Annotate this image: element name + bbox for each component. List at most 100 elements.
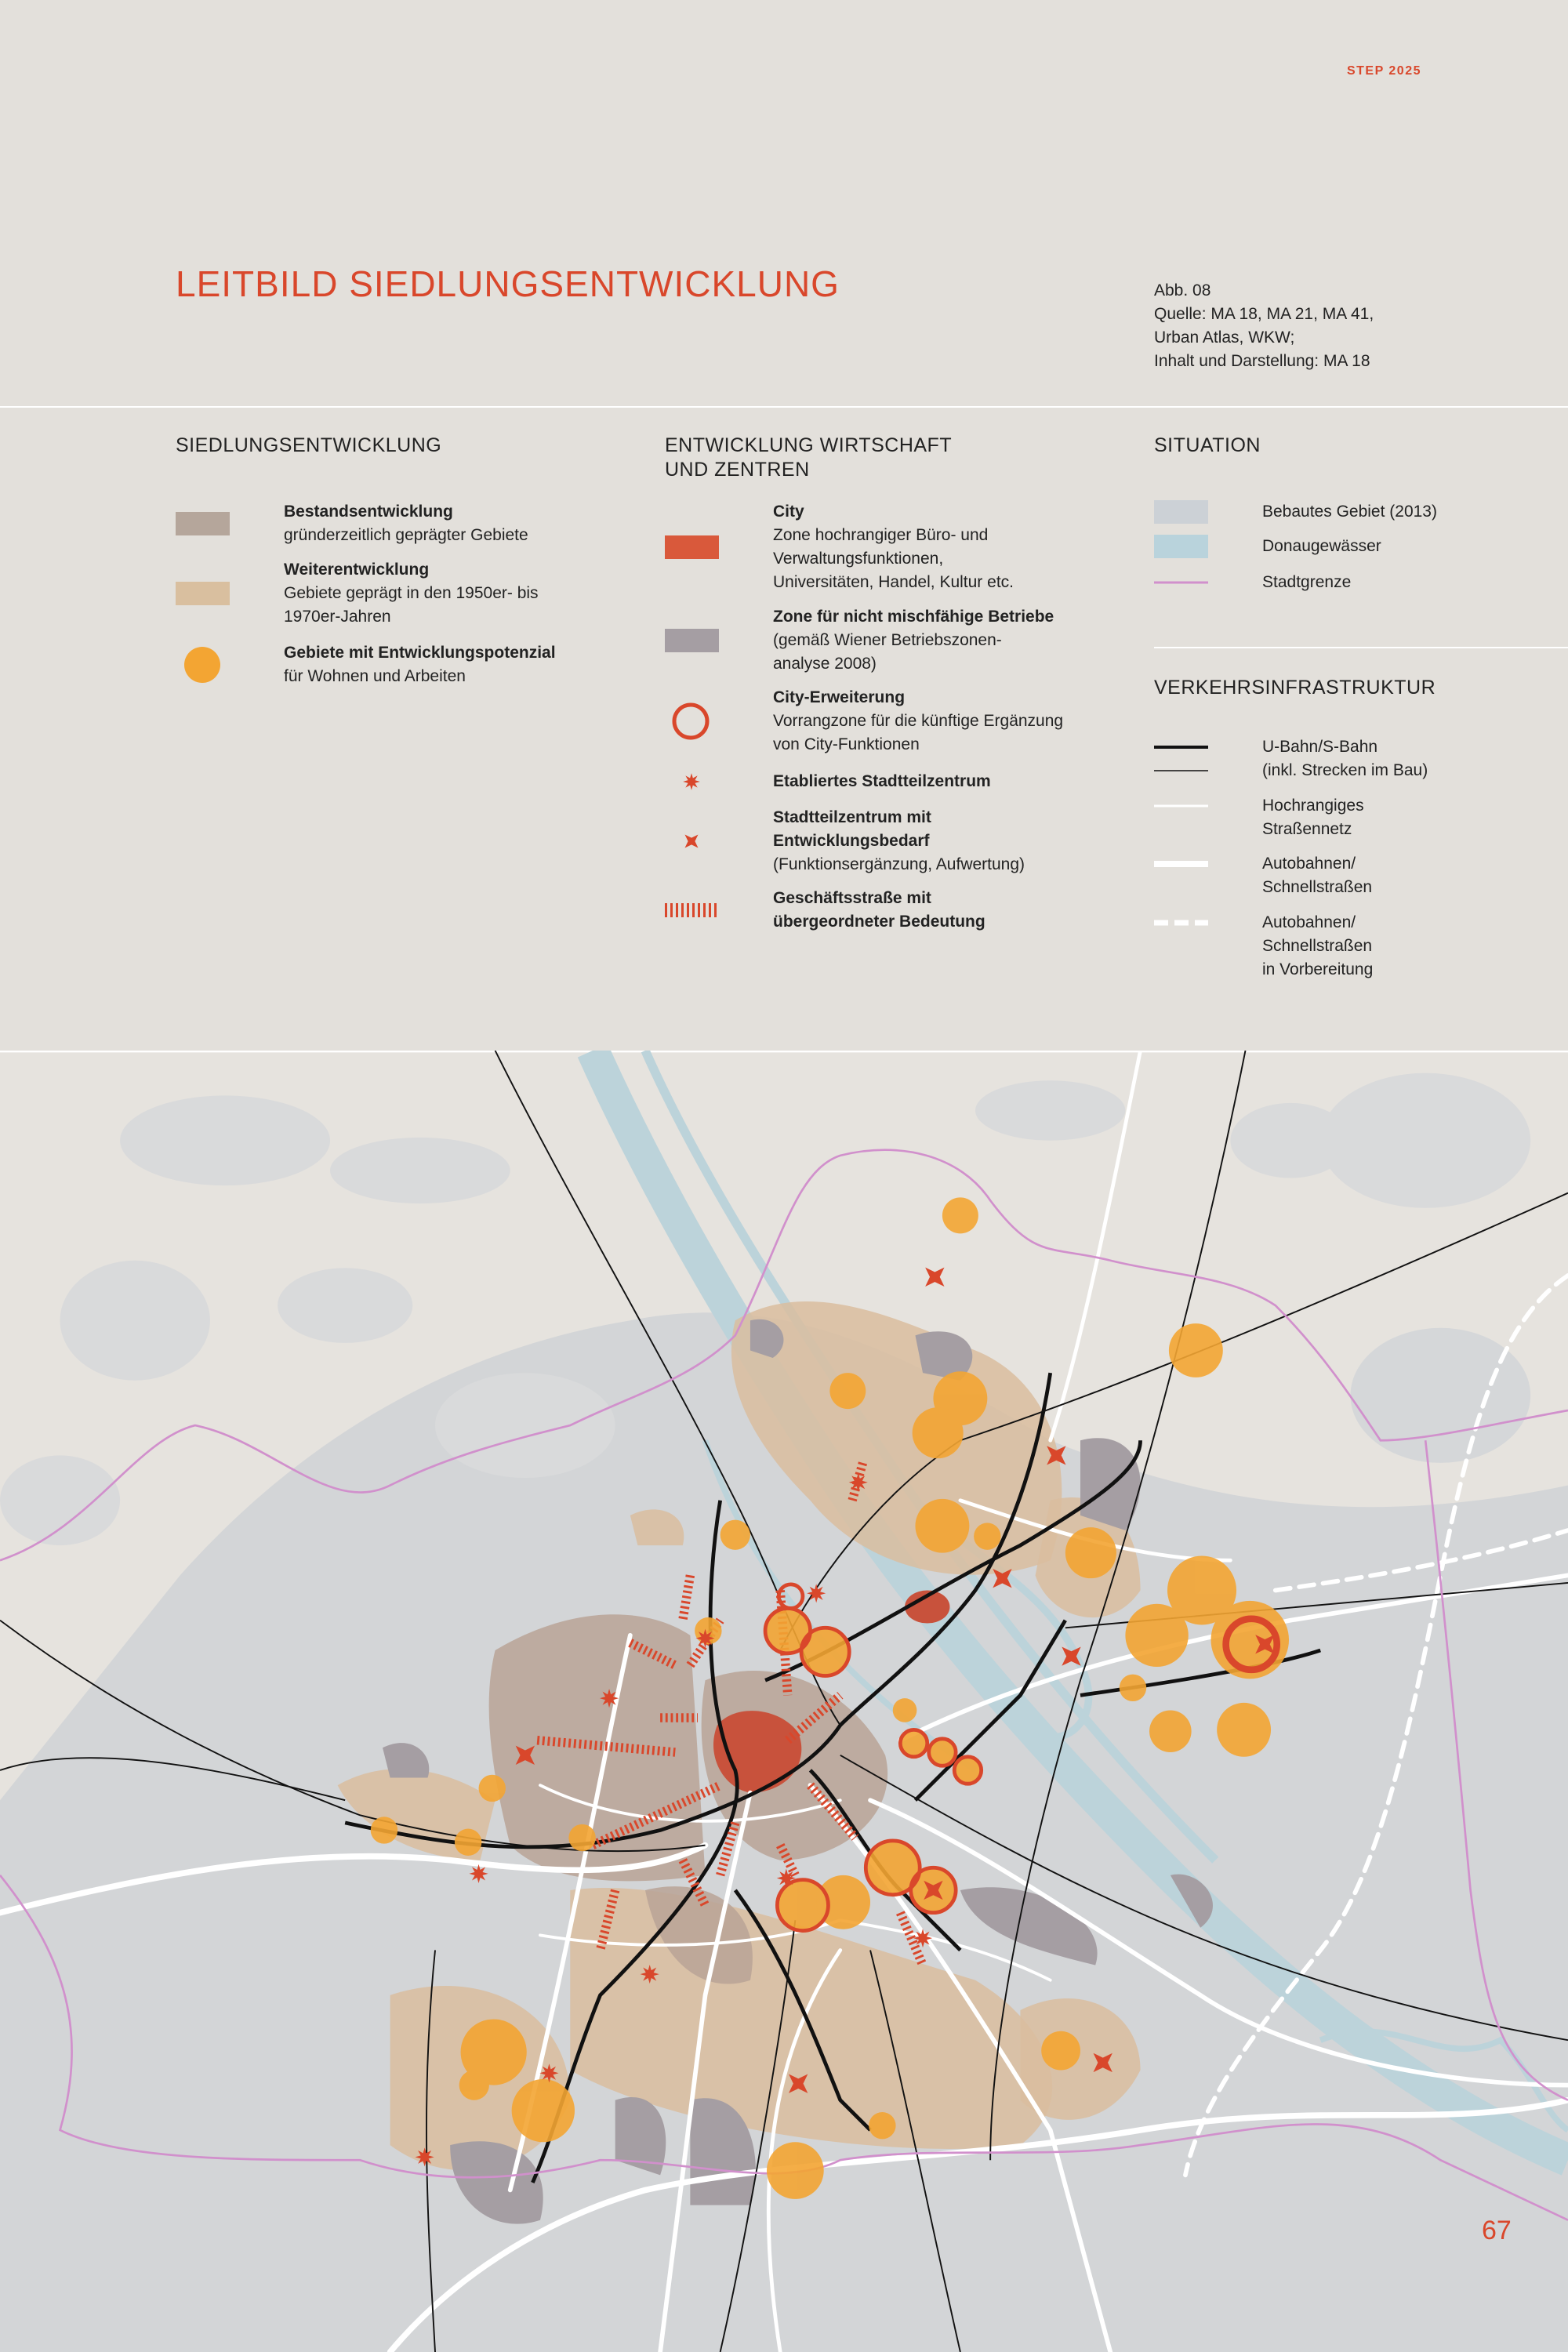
legend-item-text: Stadtgrenze: [1262, 573, 1352, 591]
potential-area-shape: [765, 1608, 811, 1653]
legend-item-text: gründerzeitlich geprägter Gebiete: [284, 526, 528, 544]
legend-item-title: Zone für nicht mischfähige Betriebe: [773, 608, 1054, 626]
legend-item-text: Straßennetz: [1262, 820, 1352, 838]
city-zone-shape: [905, 1590, 950, 1624]
map-base-shape: [1230, 1102, 1351, 1178]
potential-area-shape: [511, 2078, 575, 2143]
district-centre-shape: [640, 1965, 659, 1984]
legend-symbol: [1154, 500, 1208, 524]
potential-area-shape: [1119, 1674, 1147, 1701]
rail-line-shape: [869, 1950, 961, 2352]
district-centre-shape: [848, 1472, 868, 1492]
district-centre-shape: [469, 1864, 488, 1883]
legend-symbol: [665, 535, 719, 559]
shopping-street-shape: [716, 1821, 740, 1877]
rail-line-shape: [839, 1372, 1053, 1727]
potential-area-shape: [720, 1519, 750, 1550]
legend-item-text: Hochrangiges: [1262, 797, 1364, 815]
potential-area-shape: [942, 1197, 978, 1234]
existing-area-shape: [488, 1614, 706, 1882]
shopping-street-shape: [590, 1780, 723, 1849]
legend-heading: SIEDLUNGSENTWICKLUNG: [176, 434, 442, 456]
industrial-area-shape: [383, 1743, 430, 1778]
road-shape: [868, 1798, 1568, 2088]
legend-item-text: Vorrangzone für die künftige Ergänzung: [773, 712, 1064, 730]
legend-item-title: Weiterentwicklung: [284, 561, 430, 579]
legend-item-text: Schnellstraßen: [1262, 937, 1373, 955]
potential-area-shape: [1168, 1323, 1223, 1377]
city-border-shape: [0, 1149, 1568, 1562]
map-base-shape: [60, 1260, 210, 1381]
district-centre-shape: [599, 1689, 619, 1708]
legend-symbol: [176, 512, 230, 535]
divider: [0, 406, 1568, 408]
page-number: 67: [1482, 2216, 1512, 2245]
shopping-street-shape: [536, 1736, 676, 1757]
legend-item-text: Bebautes Gebiet (2013): [1262, 503, 1437, 521]
industrial-area-shape: [750, 1319, 784, 1359]
potential-area-shape: [928, 1738, 956, 1766]
source-line: Urban Atlas, WKW;: [1154, 328, 1295, 347]
map: [0, 1051, 1568, 2352]
potential-area-shape: [801, 1628, 850, 1676]
shopping-street-shape: [848, 1461, 868, 1502]
map-base-shape: [1350, 1327, 1531, 1463]
district-centre-shape: [415, 2147, 434, 2167]
legend-symbol: [678, 828, 705, 855]
legend-symbols: [176, 500, 1208, 926]
potential-area-shape: [1041, 2031, 1080, 2071]
legend-item-text: Verwaltungsfunktionen,: [773, 550, 944, 568]
legend-item-text: U-Bahn/S-Bahn: [1262, 738, 1378, 756]
source-line: Quelle: MA 18, MA 21, MA 41,: [1154, 305, 1374, 323]
legend-item-title: Etabliertes Stadtteilzentrum: [773, 772, 991, 790]
legend-item-text: (Funktionsergänzung, Aufwertung): [773, 855, 1025, 873]
rail-line-shape: [779, 1192, 1568, 1651]
potential-area-shape: [829, 1373, 866, 1410]
road-shape: [1272, 1528, 1568, 1593]
river-shape: [577, 1051, 1568, 2176]
shopping-street-shape: [678, 1574, 695, 1621]
legend-item-title: Gebiete mit Entwicklungspotenzial: [284, 644, 556, 662]
legend-heading: VERKEHRSINFRASTRUKTUR: [1154, 677, 1436, 699]
potential-area-shape: [777, 1879, 829, 1931]
potential-area-shape: [974, 1523, 1001, 1550]
legend-item-title: Bestandsentwicklung: [284, 503, 453, 521]
legend-item-title: übergeordneter Bedeutung: [773, 913, 985, 931]
potential-area-shape: [915, 1498, 970, 1553]
legend-item-text: Schnellstraßen: [1262, 878, 1373, 896]
road-shape: [658, 1790, 753, 2352]
potential-area-shape: [1217, 1702, 1272, 1757]
industrial-area-shape: [1170, 1874, 1213, 1928]
source-line: Inhalt und Darstellung: MA 18: [1154, 352, 1370, 370]
map-base-shape: [1320, 1073, 1531, 1208]
potential-area-shape: [1167, 1555, 1237, 1625]
city-extension-shape: [1222, 1615, 1281, 1674]
potential-area-shape: [954, 1756, 982, 1784]
potential-area-shape: [1065, 1527, 1116, 1579]
potential-area-shape: [454, 1828, 482, 1856]
page-title: LEITBILD SIEDLUNGSENTWICKLUNG: [176, 263, 840, 304]
potential-area-shape: [816, 1875, 871, 1929]
map-base-shape: [0, 1455, 121, 1546]
development-area-shape: [1020, 1998, 1141, 2120]
city-extension-shape: [927, 1737, 958, 1768]
legend-item-text: (gemäß Wiener Betriebszonen-: [773, 631, 1002, 649]
legend-item-text: für Wohnen und Arbeiten: [284, 667, 466, 685]
legend-item-title: Stadtteilzentrum mit: [773, 808, 931, 826]
legend-heading: UND ZENTREN: [665, 459, 810, 481]
source-line: Abb. 08: [1154, 281, 1211, 299]
industrial-area-shape: [615, 2096, 666, 2176]
legend-item-text: Autobahnen/: [1262, 855, 1356, 873]
legend-item-text: von City-Funktionen: [773, 735, 920, 753]
city-border-shape: [1424, 1440, 1568, 2101]
road: [0, 1051, 1568, 2352]
rail-line-shape: [719, 1920, 797, 2352]
city-extension-shape: [909, 1865, 958, 1915]
legend-symbol: [176, 582, 230, 605]
map-base-shape: [330, 1137, 510, 1204]
potential-area-shape: [1149, 1710, 1192, 1753]
rail-line-shape: [989, 1051, 1247, 2161]
shopping-street-shape: [807, 1782, 859, 1841]
legend-symbol: [1154, 535, 1208, 558]
district-centre-shape: [776, 1868, 796, 1888]
